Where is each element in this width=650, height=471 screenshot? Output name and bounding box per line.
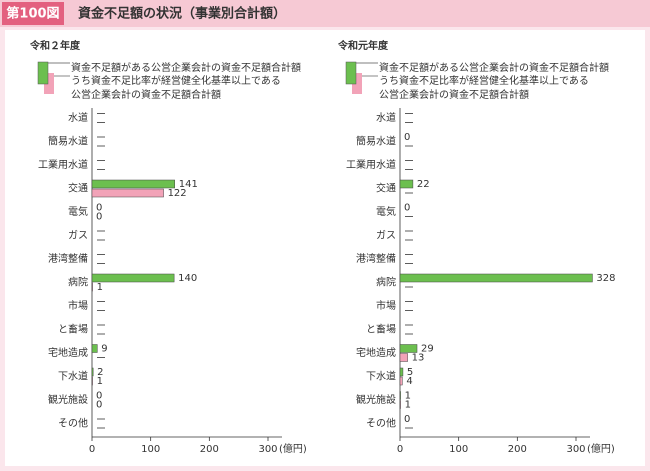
category-label: 宅地造成 bbox=[48, 346, 88, 359]
value-label: 9 bbox=[101, 344, 107, 355]
chart-subtitle: 令和元年度 bbox=[337, 39, 389, 52]
category-label: 交通 bbox=[376, 182, 396, 195]
bar bbox=[91, 367, 94, 377]
value-label: 0 bbox=[96, 203, 102, 214]
x-tick-label: 200 bbox=[508, 444, 527, 455]
figure-number: 第100図 bbox=[6, 6, 59, 22]
category-label: 水道 bbox=[376, 111, 396, 124]
bar bbox=[91, 376, 93, 386]
bar bbox=[399, 179, 414, 189]
category-label: 簡易水道 bbox=[48, 135, 88, 148]
category-label: その他 bbox=[366, 417, 396, 430]
category-label: 下水道 bbox=[366, 370, 396, 383]
value-label: 2 bbox=[97, 367, 103, 378]
category-label: 病院 bbox=[68, 276, 88, 289]
legend-swatch bbox=[37, 61, 49, 85]
bar bbox=[399, 376, 403, 386]
category-label: その他 bbox=[58, 417, 88, 430]
legend-label: 資金不足額がある公営企業会計の資金不足額合計額 bbox=[379, 61, 609, 74]
x-tick-label: 0 bbox=[397, 444, 403, 455]
legend-swatch bbox=[352, 73, 362, 94]
value-label: 0 bbox=[404, 132, 410, 143]
bar bbox=[91, 344, 98, 353]
value-label: 4 bbox=[406, 376, 412, 387]
legend-swatch bbox=[44, 73, 54, 94]
value-label: 328 bbox=[596, 273, 615, 284]
bar bbox=[399, 367, 404, 377]
legend-swatch bbox=[345, 61, 357, 85]
value-label: 0 bbox=[404, 203, 410, 214]
value-label: 0 bbox=[96, 212, 102, 223]
x-unit-label: (億円) bbox=[587, 442, 615, 455]
category-label: 電気 bbox=[68, 205, 88, 218]
panel bbox=[5, 30, 645, 466]
category-label: 下水道 bbox=[58, 370, 88, 383]
x-tick-label: 300 bbox=[566, 444, 585, 455]
category-label: 観光施設 bbox=[356, 393, 396, 406]
x-tick-label: 100 bbox=[449, 444, 468, 455]
value-label: 140 bbox=[178, 273, 197, 284]
legend-label: うち資金不足比率が経営健全化基準以上である公営企業会計の資金不足額合計額 bbox=[71, 76, 281, 101]
figure-number-box bbox=[2, 2, 64, 25]
category-label: 工業用水道 bbox=[346, 158, 396, 171]
category-label: 市場 bbox=[68, 299, 88, 312]
value-label: 1 bbox=[97, 376, 103, 387]
category-label: 港湾整備 bbox=[48, 252, 88, 265]
x-tick-label: 0 bbox=[89, 444, 95, 455]
value-label: 1 bbox=[97, 282, 103, 293]
figure-title: 資金不足額の状況（事業別合計額） bbox=[78, 6, 286, 22]
category-label: 工業用水道 bbox=[38, 158, 88, 171]
x-tick-label: 100 bbox=[141, 444, 160, 455]
value-label: 29 bbox=[421, 344, 434, 355]
legend-label: 資金不足額がある公営企業会計の資金不足額合計額 bbox=[71, 61, 301, 74]
bar bbox=[399, 353, 408, 362]
category-label: 宅地造成 bbox=[356, 346, 396, 359]
x-tick-label: 200 bbox=[200, 444, 219, 455]
category-label: と畜場 bbox=[366, 323, 396, 336]
category-label: 水道 bbox=[68, 111, 88, 124]
value-label: 1 bbox=[405, 391, 411, 402]
legend-label-box: うち資金不足比率が経営健全化基準以上である公営企業会計の資金不足額合計額 bbox=[71, 76, 281, 101]
category-label: と畜場 bbox=[58, 323, 88, 336]
category-label: 交通 bbox=[68, 182, 88, 195]
value-label: 13 bbox=[412, 353, 425, 364]
category-label: 簡易水道 bbox=[356, 135, 396, 148]
header-band bbox=[0, 0, 650, 27]
category-label: ガス bbox=[68, 230, 88, 242]
category-label: 電気 bbox=[376, 205, 396, 218]
x-tick-label: 300 bbox=[258, 444, 277, 455]
x-unit-label: (億円) bbox=[279, 442, 307, 455]
value-label: 22 bbox=[417, 179, 430, 190]
bar bbox=[399, 400, 401, 409]
category-label: ガス bbox=[376, 230, 396, 242]
bar bbox=[91, 273, 175, 283]
value-label: 122 bbox=[168, 188, 187, 199]
value-label: 0 bbox=[404, 414, 410, 425]
category-label: 市場 bbox=[376, 299, 396, 312]
bar bbox=[399, 273, 593, 283]
bar bbox=[91, 179, 175, 189]
chart-subtitle: 令和２年度 bbox=[29, 39, 81, 52]
value-label: 141 bbox=[179, 179, 198, 190]
bar bbox=[399, 344, 418, 353]
value-label: 1 bbox=[405, 400, 411, 411]
bar bbox=[91, 188, 164, 198]
legend-label-box: うち資金不足比率が経営健全化基準以上である公営企業会計の資金不足額合計額 bbox=[379, 76, 589, 101]
bar bbox=[399, 391, 401, 400]
value-label: 0 bbox=[96, 391, 102, 402]
bar bbox=[91, 282, 93, 292]
category-label: 港湾整備 bbox=[356, 252, 396, 265]
legend-label: うち資金不足比率が経営健全化基準以上である公営企業会計の資金不足額合計額 bbox=[379, 76, 589, 101]
value-label: 5 bbox=[407, 367, 413, 378]
category-label: 観光施設 bbox=[48, 393, 88, 406]
category-label: 病院 bbox=[376, 276, 396, 289]
value-label: 0 bbox=[96, 400, 102, 411]
